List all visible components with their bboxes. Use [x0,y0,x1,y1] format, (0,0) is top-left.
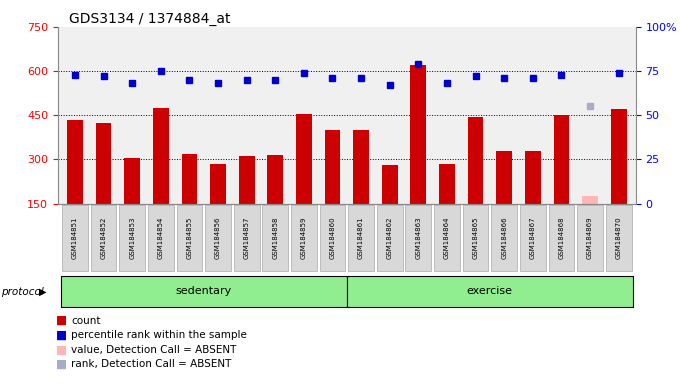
Text: ▶: ▶ [39,287,46,297]
Text: GSM184862: GSM184862 [387,217,393,259]
Bar [324,130,341,204]
FancyBboxPatch shape [234,205,260,271]
FancyBboxPatch shape [262,205,288,271]
Text: GDS3134 / 1374884_at: GDS3134 / 1374884_at [69,12,231,26]
Bar [67,120,83,204]
Bar [525,151,541,204]
Text: ■: ■ [56,329,67,342]
Text: GSM184867: GSM184867 [530,217,536,260]
Text: GSM184858: GSM184858 [272,217,278,259]
Text: GSM184865: GSM184865 [473,217,479,259]
Text: GSM184853: GSM184853 [129,217,135,259]
Bar [153,108,169,204]
Text: exercise: exercise [467,286,513,296]
Text: GSM184851: GSM184851 [72,217,78,259]
FancyBboxPatch shape [434,205,460,271]
Text: GSM184861: GSM184861 [358,217,364,260]
Text: GSM184856: GSM184856 [215,217,221,259]
Text: GSM184866: GSM184866 [501,217,507,260]
Bar [296,114,311,204]
FancyBboxPatch shape [405,205,431,271]
FancyBboxPatch shape [61,276,347,307]
FancyBboxPatch shape [119,205,145,271]
Bar [468,117,483,204]
Bar [210,164,226,204]
FancyBboxPatch shape [520,205,545,271]
FancyBboxPatch shape [462,205,488,271]
Text: GSM184857: GSM184857 [243,217,250,259]
Text: value, Detection Call = ABSENT: value, Detection Call = ABSENT [71,345,237,355]
Text: GSM184869: GSM184869 [587,217,593,260]
FancyBboxPatch shape [577,205,603,271]
Text: GSM184855: GSM184855 [186,217,192,259]
Bar [267,155,283,204]
FancyBboxPatch shape [291,205,317,271]
Text: GSM184870: GSM184870 [615,217,622,260]
Text: GSM184854: GSM184854 [158,217,164,259]
Bar [382,165,398,204]
Bar [96,122,112,204]
FancyBboxPatch shape [177,205,203,271]
Text: ■: ■ [56,343,67,356]
Text: GSM184868: GSM184868 [558,217,564,260]
Text: percentile rank within the sample: percentile rank within the sample [71,330,248,340]
Text: GSM184859: GSM184859 [301,217,307,259]
Bar [182,154,197,204]
FancyBboxPatch shape [62,205,88,271]
FancyBboxPatch shape [377,205,403,271]
Text: ■: ■ [56,314,67,327]
Bar [611,109,626,204]
Bar [554,115,569,204]
Text: GSM184863: GSM184863 [415,217,422,260]
FancyBboxPatch shape [148,205,173,271]
FancyBboxPatch shape [549,205,575,271]
Bar [411,65,426,204]
Bar [239,156,254,204]
FancyBboxPatch shape [90,205,116,271]
FancyBboxPatch shape [492,205,517,271]
FancyBboxPatch shape [347,276,633,307]
Text: ■: ■ [56,358,67,371]
Bar [582,196,598,204]
Bar [439,164,455,204]
Bar [353,130,369,204]
Text: GSM184852: GSM184852 [101,217,107,259]
FancyBboxPatch shape [348,205,374,271]
Text: rank, Detection Call = ABSENT: rank, Detection Call = ABSENT [71,359,232,369]
Text: protocol: protocol [1,287,44,297]
Text: sedentary: sedentary [175,286,232,296]
Text: GSM184864: GSM184864 [444,217,450,259]
Bar [124,158,140,204]
FancyBboxPatch shape [205,205,231,271]
FancyBboxPatch shape [320,205,345,271]
FancyBboxPatch shape [606,205,632,271]
Text: count: count [71,316,101,326]
Bar [496,151,512,204]
Text: GSM184860: GSM184860 [330,217,335,260]
